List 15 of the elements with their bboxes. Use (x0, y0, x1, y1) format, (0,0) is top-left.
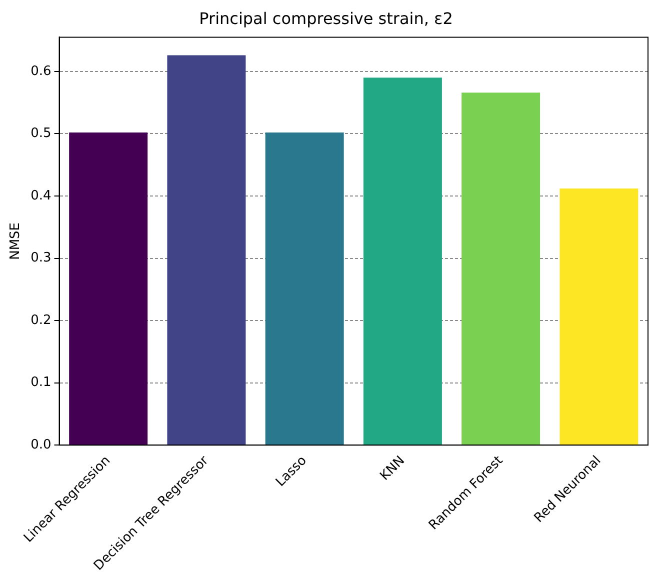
bar (69, 132, 148, 445)
y-tick-label: 0.0 (30, 438, 52, 453)
y-tick-label: 0.1 (30, 375, 52, 390)
y-tick-label: 0.5 (30, 126, 52, 142)
y-tick-label: 0.6 (30, 64, 52, 79)
bar (462, 92, 540, 445)
bar (167, 55, 246, 445)
y-tick-label: 0.4 (30, 188, 52, 204)
chart-title: Principal compressive strain, ε2 (199, 8, 453, 28)
y-tick-label: 0.2 (30, 312, 52, 328)
bar (363, 78, 442, 445)
y-axis-title: NMSE (8, 222, 24, 260)
bar (265, 132, 344, 445)
y-tick-label: 0.3 (30, 250, 52, 266)
bar (560, 188, 638, 445)
